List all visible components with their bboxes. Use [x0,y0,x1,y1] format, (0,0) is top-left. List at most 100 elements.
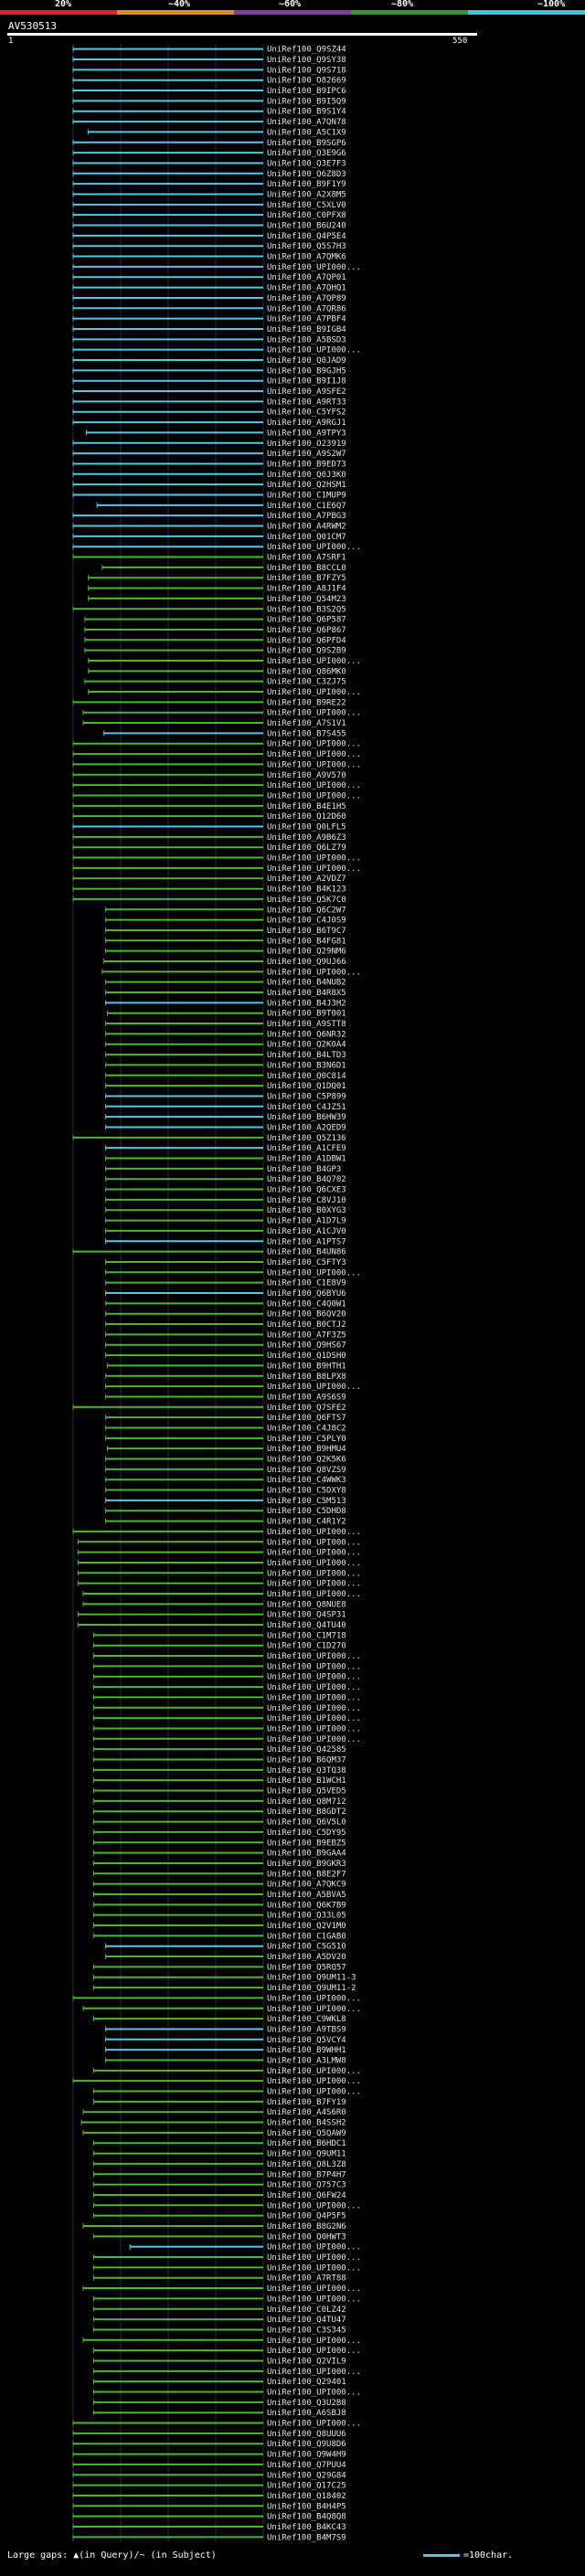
hit-label[interactable]: UniRef100_B9T001 [267,1010,346,1019]
hit-label[interactable]: UniRef100_B9I1J8 [267,377,346,387]
hit-label[interactable]: UniRef100_C5G510 [267,1943,346,1952]
hit-label[interactable]: UniRef100_B4J3H2 [267,999,346,1008]
hit-label[interactable]: UniRef100_C5DHD8 [267,1507,346,1516]
hit-label[interactable]: UniRef100_A2QED9 [267,1123,346,1132]
hit-label[interactable]: UniRef100_Q5S7H3 [267,242,346,251]
hit-label[interactable]: UniRef100_B9GAA4 [267,1850,346,1859]
hit-label[interactable]: UniRef100_B6QV20 [267,1310,346,1320]
hit-label[interactable]: UniRef100_B0XYG3 [267,1206,346,1215]
hit-label[interactable]: UniRef100_A4RWM2 [267,523,346,532]
hit-label[interactable]: UniRef100_UPI000... [267,346,361,355]
hit-label[interactable]: UniRef100_Q6Z8D3 [267,170,346,179]
hit-label[interactable]: UniRef100_UPI000... [267,1590,361,1599]
hit-label[interactable]: UniRef100_C4J0S9 [267,917,346,926]
hit-label[interactable]: UniRef100_Q3TQ38 [267,1766,346,1776]
hit-label[interactable]: UniRef100_C1D270 [267,1642,346,1651]
hit-label[interactable]: UniRef100_Q86MK0 [267,667,346,676]
hit-label[interactable]: UniRef100_Q4TU40 [267,1621,346,1630]
hit-label[interactable]: UniRef100_Q8VZS9 [267,1466,346,1475]
hit-label[interactable]: UniRef100_B6T9C7 [267,927,346,936]
hit-label[interactable]: UniRef100_A1CJV0 [267,1227,346,1236]
hit-label[interactable]: UniRef100_Q8NUE8 [267,1600,346,1609]
hit-label[interactable]: UniRef100_UPI000... [267,709,361,718]
hit-label[interactable]: UniRef100_A7SRF1 [267,554,346,563]
hit-label[interactable]: UniRef100_Q2V1M0 [267,1922,346,1931]
hit-label[interactable]: UniRef100_Q6FTS7 [267,1414,346,1423]
hit-label[interactable]: UniRef100_B9RE22 [267,698,346,707]
hit-label[interactable]: UniRef100_B9GKR3 [267,1860,346,1869]
hit-label[interactable]: UniRef100_UPI000... [267,2347,361,2356]
hit-label[interactable]: UniRef100_Q4P5E4 [267,232,346,241]
hit-label[interactable]: UniRef100_B4NUB2 [267,979,346,988]
hit-label[interactable]: UniRef100_A9S2W7 [267,450,346,459]
hit-label[interactable]: UniRef100_Q1DSH0 [267,1352,346,1361]
hit-label[interactable]: UniRef100_B3N6D1 [267,1061,346,1070]
hit-label[interactable]: UniRef100_Q42585 [267,1745,346,1754]
hit-label[interactable]: UniRef100_A7S1V1 [267,719,346,728]
hit-label[interactable]: UniRef100_B4M7S9 [267,2533,346,2542]
hit-label[interactable]: UniRef100_A9V570 [267,771,346,780]
hit-label[interactable]: UniRef100_C4JZ51 [267,1103,346,1112]
hit-label[interactable]: UniRef100_UPI000... [267,2368,361,2377]
hit-label[interactable]: UniRef100_Q3U2B8 [267,2399,346,2408]
hit-label[interactable]: UniRef100_B7P4H7 [267,2170,346,2179]
hit-label[interactable]: UniRef100_Q3E9G6 [267,149,346,158]
hit-label[interactable]: UniRef100_A7QKC9 [267,1881,346,1890]
hit-label[interactable]: UniRef100_UPI000... [267,1652,361,1661]
hit-label[interactable]: UniRef100_A5BVA5 [267,1891,346,1900]
hit-label[interactable]: UniRef100_A7QP89 [267,294,346,303]
hit-label[interactable]: UniRef100_Q6P587 [267,616,346,625]
hit-label[interactable]: UniRef100_B9S1Y4 [267,108,346,117]
hit-label[interactable]: UniRef100_UPI000... [267,2067,361,2076]
hit-label[interactable]: UniRef100_B9I5Q9 [267,97,346,106]
hit-label[interactable]: UniRef100_A1DBW1 [267,1155,346,1164]
hit-label[interactable]: UniRef100_A7F3Z5 [267,1330,346,1340]
hit-label[interactable]: UniRef100_A8J1F4 [267,585,346,594]
hit-label[interactable]: UniRef100_A9RGJ1 [267,419,346,428]
hit-label[interactable]: UniRef100_Q3E7F3 [267,159,346,168]
hit-label[interactable]: UniRef100_UPI000... [267,657,361,666]
hit-label[interactable]: UniRef100_Q2HSM1 [267,481,346,490]
hit-label[interactable]: UniRef100_B9WHH1 [267,2046,346,2055]
hit-label[interactable]: UniRef100_UPI000... [267,760,361,769]
hit-label[interactable]: UniRef100_Q0LFL5 [267,823,346,832]
hit-label[interactable]: UniRef100_Q5Z136 [267,1134,346,1143]
hit-label[interactable]: UniRef100_B9IPC6 [267,87,346,96]
hit-label[interactable]: UniRef100_B4FG81 [267,937,346,946]
hit-label[interactable]: UniRef100_UPI000... [267,688,361,697]
hit-label[interactable]: UniRef100_B8G2N6 [267,2222,346,2231]
hit-label[interactable]: UniRef100_B8E2F7 [267,1870,346,1879]
hit-label[interactable]: UniRef100_Q18402 [267,2492,346,2501]
hit-label[interactable]: UniRef100_UPI000... [267,750,361,759]
hit-label[interactable]: UniRef100_Q2K5K6 [267,1456,346,1465]
hit-label[interactable]: UniRef100_B3S2Q5 [267,605,346,614]
hit-label[interactable]: UniRef100_A4S6R0 [267,2108,346,2117]
hit-label[interactable]: UniRef100_Q33L05 [267,1912,346,1921]
hit-label[interactable]: UniRef100_UPI000... [267,1673,361,1682]
hit-label[interactable]: UniRef100_B9F1Y9 [267,180,346,189]
hit-label[interactable]: UniRef100_Q9S2B9 [267,647,346,656]
hit-label[interactable]: UniRef100_C5XLV0 [267,201,346,210]
hit-label[interactable]: UniRef100_Q2VIL9 [267,2357,346,2366]
hit-label[interactable]: UniRef100_Q6PFD4 [267,636,346,645]
hit-label[interactable]: UniRef100_UPI000... [267,1569,361,1578]
hit-label[interactable]: UniRef100_C4WWK3 [267,1476,346,1485]
hit-label[interactable]: UniRef100_A5DV20 [267,1953,346,1962]
hit-label[interactable]: UniRef100_B6HW39 [267,1113,346,1122]
hit-label[interactable]: UniRef100_A9RT33 [267,398,346,407]
hit-label[interactable]: UniRef100_UPI000... [267,2077,361,2086]
hit-label[interactable]: UniRef100_A9B6Z3 [267,833,346,843]
hit-label[interactable]: UniRef100_Q6BYU6 [267,1289,346,1299]
hit-label[interactable]: UniRef100_A7QHQ1 [267,284,346,293]
hit-label[interactable]: UniRef100_C9WKL8 [267,2015,346,2024]
hit-label[interactable]: UniRef100_UPI000... [267,2005,361,2014]
hit-label[interactable]: UniRef100_Q6K7B9 [267,1901,346,1910]
hit-label[interactable]: UniRef100_B9HTH1 [267,1362,346,1371]
hit-label[interactable]: UniRef100_C4R1Y2 [267,1518,346,1527]
hit-label[interactable]: UniRef100_A6SBJ8 [267,2409,346,2418]
hit-label[interactable]: UniRef100_A7QN78 [267,118,346,127]
hit-label[interactable]: UniRef100_A9TPY3 [267,429,346,438]
hit-label[interactable]: UniRef100_B8CCL0 [267,564,346,573]
hit-label[interactable]: UniRef100_Q0HWT3 [267,2232,346,2242]
hit-label[interactable]: UniRef100_Q5K7C0 [267,896,346,905]
